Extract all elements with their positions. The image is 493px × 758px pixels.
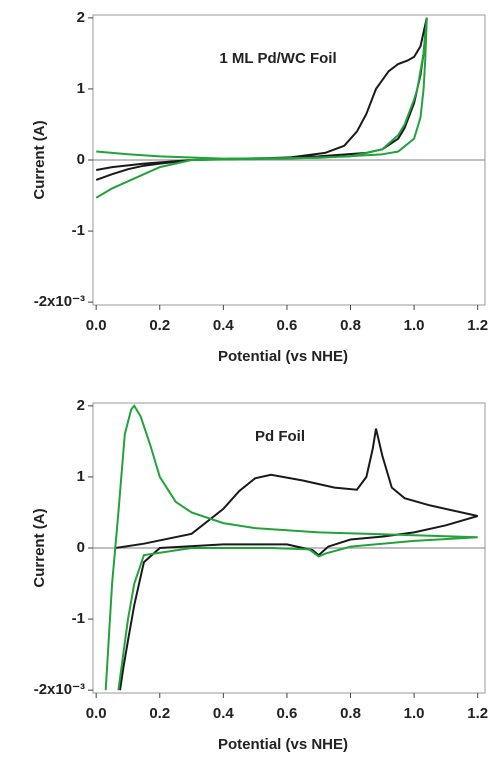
x-tick-label: 0.4 (213, 317, 235, 334)
x-tick-label: 0.0 (86, 705, 107, 722)
x-axis-title: Potential (vs NHE) (218, 348, 348, 365)
y-tick-label: -2x10⁻³ (34, 681, 85, 698)
x-tick-label: 0.2 (149, 317, 170, 334)
x-tick-label: 0.8 (340, 317, 361, 334)
y-axis-title: Current (A) (31, 120, 48, 199)
y-tick-label: 1 (77, 468, 85, 485)
y-tick-label: -2x10⁻³ (34, 293, 85, 310)
x-tick-label: 0.0 (86, 317, 107, 334)
data-line (104, 404, 478, 691)
y-tick-label: -1 (72, 610, 85, 627)
x-tick-label: 0.6 (277, 705, 298, 722)
y-tick-label: 0 (77, 151, 85, 168)
panel-title: Pd Foil (255, 428, 305, 445)
x-axis-title: Potential (vs NHE) (218, 736, 348, 753)
y-tick-label: 2 (77, 397, 85, 414)
x-tick-label: 0.2 (149, 705, 170, 722)
data-line (115, 428, 478, 691)
data-line (95, 17, 428, 199)
x-tick-label: 1.0 (404, 705, 425, 722)
y-tick-label: 0 (77, 539, 85, 556)
panel-title: 1 ML Pd/WC Foil (219, 50, 336, 67)
x-tick-label: 1.0 (404, 317, 425, 334)
x-tick-label: 0.4 (213, 705, 235, 722)
x-tick-label: 0.6 (277, 317, 298, 334)
x-tick-label: 1.2 (467, 317, 488, 334)
y-tick-label: -1 (72, 222, 85, 239)
x-tick-label: 0.8 (340, 705, 361, 722)
y-tick-label: 1 (77, 80, 85, 97)
y-tick-label: 2 (77, 9, 85, 26)
y-axis-title: Current (A) (31, 508, 48, 587)
x-tick-label: 1.2 (467, 705, 488, 722)
